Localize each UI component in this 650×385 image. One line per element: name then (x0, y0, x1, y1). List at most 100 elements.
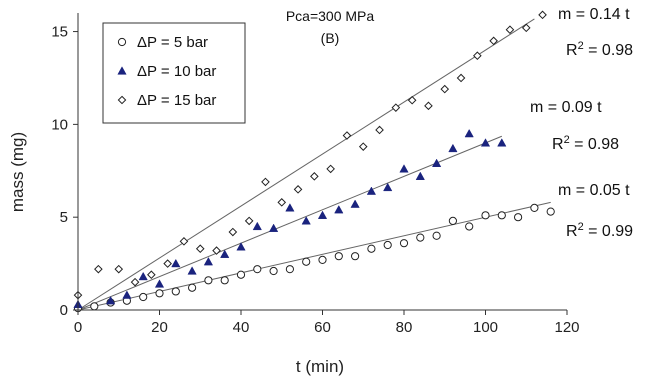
data-point-series-1 (155, 289, 164, 298)
data-point-series-2 (399, 164, 409, 173)
data-point-series-2 (366, 186, 377, 195)
data-point-series-3 (293, 185, 303, 194)
fit-line-series-2 (77, 135, 502, 311)
data-point-series-3 (310, 172, 319, 181)
data-point-series-2 (187, 266, 197, 275)
fit-r2-series-1: R2 = 0.99 (566, 221, 633, 240)
data-point-series-2 (105, 296, 116, 305)
data-point-series-3 (489, 36, 498, 46)
data-point-series-3 (179, 237, 189, 246)
chart-title: Pca=300 MPa (286, 8, 375, 24)
r2-value: = 0.98 (570, 136, 619, 153)
data-point-series-1 (204, 276, 213, 285)
data-point-series-2 (464, 128, 474, 138)
r2-superscript: 2 (578, 221, 584, 233)
data-point-series-3 (130, 277, 140, 287)
data-point-series-3 (261, 177, 270, 187)
data-point-series-2 (122, 290, 132, 299)
y-tick-label: 0 (60, 302, 68, 319)
tick-labels: 0 20 40 60 80 100 120 0 5 10 15 (51, 24, 579, 336)
data-point-series-3 (391, 103, 401, 112)
y-axis-title: mass (mg) (8, 132, 27, 212)
data-markers (73, 10, 555, 313)
data-point-series-1 (285, 265, 294, 274)
data-point-series-1 (318, 255, 327, 264)
data-point-series-1 (383, 240, 392, 250)
data-point-series-2 (301, 216, 311, 225)
data-point-series-3 (440, 84, 450, 94)
data-point-series-3 (358, 142, 368, 151)
data-point-series-1 (530, 203, 539, 213)
data-point-series-2 (285, 203, 295, 212)
fit-equation-series-3: m = 0.14 t (558, 6, 630, 23)
r2-superscript: 2 (564, 134, 570, 146)
data-point-series-1 (481, 211, 490, 220)
data-point-series-1 (497, 211, 506, 220)
data-point-series-2 (415, 171, 425, 180)
data-point-series-3 (195, 244, 205, 254)
y-tick-label: 15 (51, 24, 68, 41)
x-tick-label: 0 (74, 319, 82, 336)
x-tick-label: 20 (151, 319, 168, 336)
data-point-series-1 (269, 266, 278, 276)
data-point-series-1 (351, 252, 360, 261)
x-tick-label: 100 (473, 319, 498, 336)
data-point-series-2 (317, 210, 328, 219)
legend-marker-series-1 (117, 37, 127, 47)
data-point-series-3 (277, 198, 287, 207)
legend-label-series-2: ΔP = 10 bar (137, 63, 216, 80)
legend-marker-series-3 (117, 95, 127, 105)
data-point-series-1 (236, 270, 246, 279)
data-point-series-2 (480, 138, 491, 147)
y-tick-label: 5 (60, 209, 68, 226)
data-point-series-1 (514, 213, 523, 222)
data-point-series-3 (375, 125, 384, 135)
data-point-series-2 (268, 223, 279, 232)
fit-r2-series-2: R2 = 0.98 (552, 134, 619, 153)
data-point-series-1 (188, 283, 197, 292)
data-point-series-3 (244, 216, 254, 226)
data-point-series-2 (138, 271, 148, 281)
data-point-series-1 (171, 287, 180, 296)
x-tick-label: 40 (233, 319, 250, 336)
data-point-series-3 (342, 131, 352, 140)
data-point-series-1 (416, 233, 425, 242)
data-point-series-3 (521, 23, 531, 33)
legend-label-series-3: ΔP = 15 bar (137, 92, 216, 109)
data-point-series-3 (505, 25, 515, 35)
data-point-series-3 (228, 227, 238, 237)
data-point-series-2 (252, 221, 262, 231)
data-point-series-3 (473, 51, 482, 61)
legend-label-series-1: ΔP = 5 bar (137, 34, 208, 51)
data-point-series-1 (220, 276, 229, 285)
data-point-series-1 (302, 257, 311, 266)
x-tick-label: 60 (314, 319, 331, 336)
data-point-series-1 (465, 222, 474, 231)
axes (73, 13, 568, 315)
data-point-series-3 (94, 264, 103, 274)
x-tick-label: 120 (554, 319, 579, 336)
r2-value: = 0.98 (584, 42, 633, 59)
data-point-series-3 (538, 10, 547, 20)
data-point-series-3 (163, 259, 172, 268)
data-point-series-2 (448, 143, 458, 153)
data-point-series-1 (90, 302, 99, 311)
data-point-series-3 (326, 164, 335, 174)
data-point-series-2 (236, 242, 246, 251)
chart-subtitle: (B) (321, 30, 340, 46)
x-axis-title: t (min) (296, 357, 344, 376)
data-point-series-2 (431, 158, 442, 167)
r2-superscript: 2 (578, 40, 584, 52)
data-point-series-1 (432, 231, 441, 240)
data-point-series-1 (334, 252, 343, 261)
data-point-series-3 (114, 264, 124, 274)
data-point-series-1 (253, 265, 262, 274)
data-point-series-3 (147, 270, 156, 280)
data-point-series-1 (448, 216, 457, 225)
x-tick-label: 80 (396, 319, 413, 336)
data-point-series-2 (154, 279, 165, 288)
legend-marker-series-2 (117, 66, 127, 75)
data-point-series-2 (497, 138, 507, 147)
data-point-series-3 (456, 73, 466, 83)
